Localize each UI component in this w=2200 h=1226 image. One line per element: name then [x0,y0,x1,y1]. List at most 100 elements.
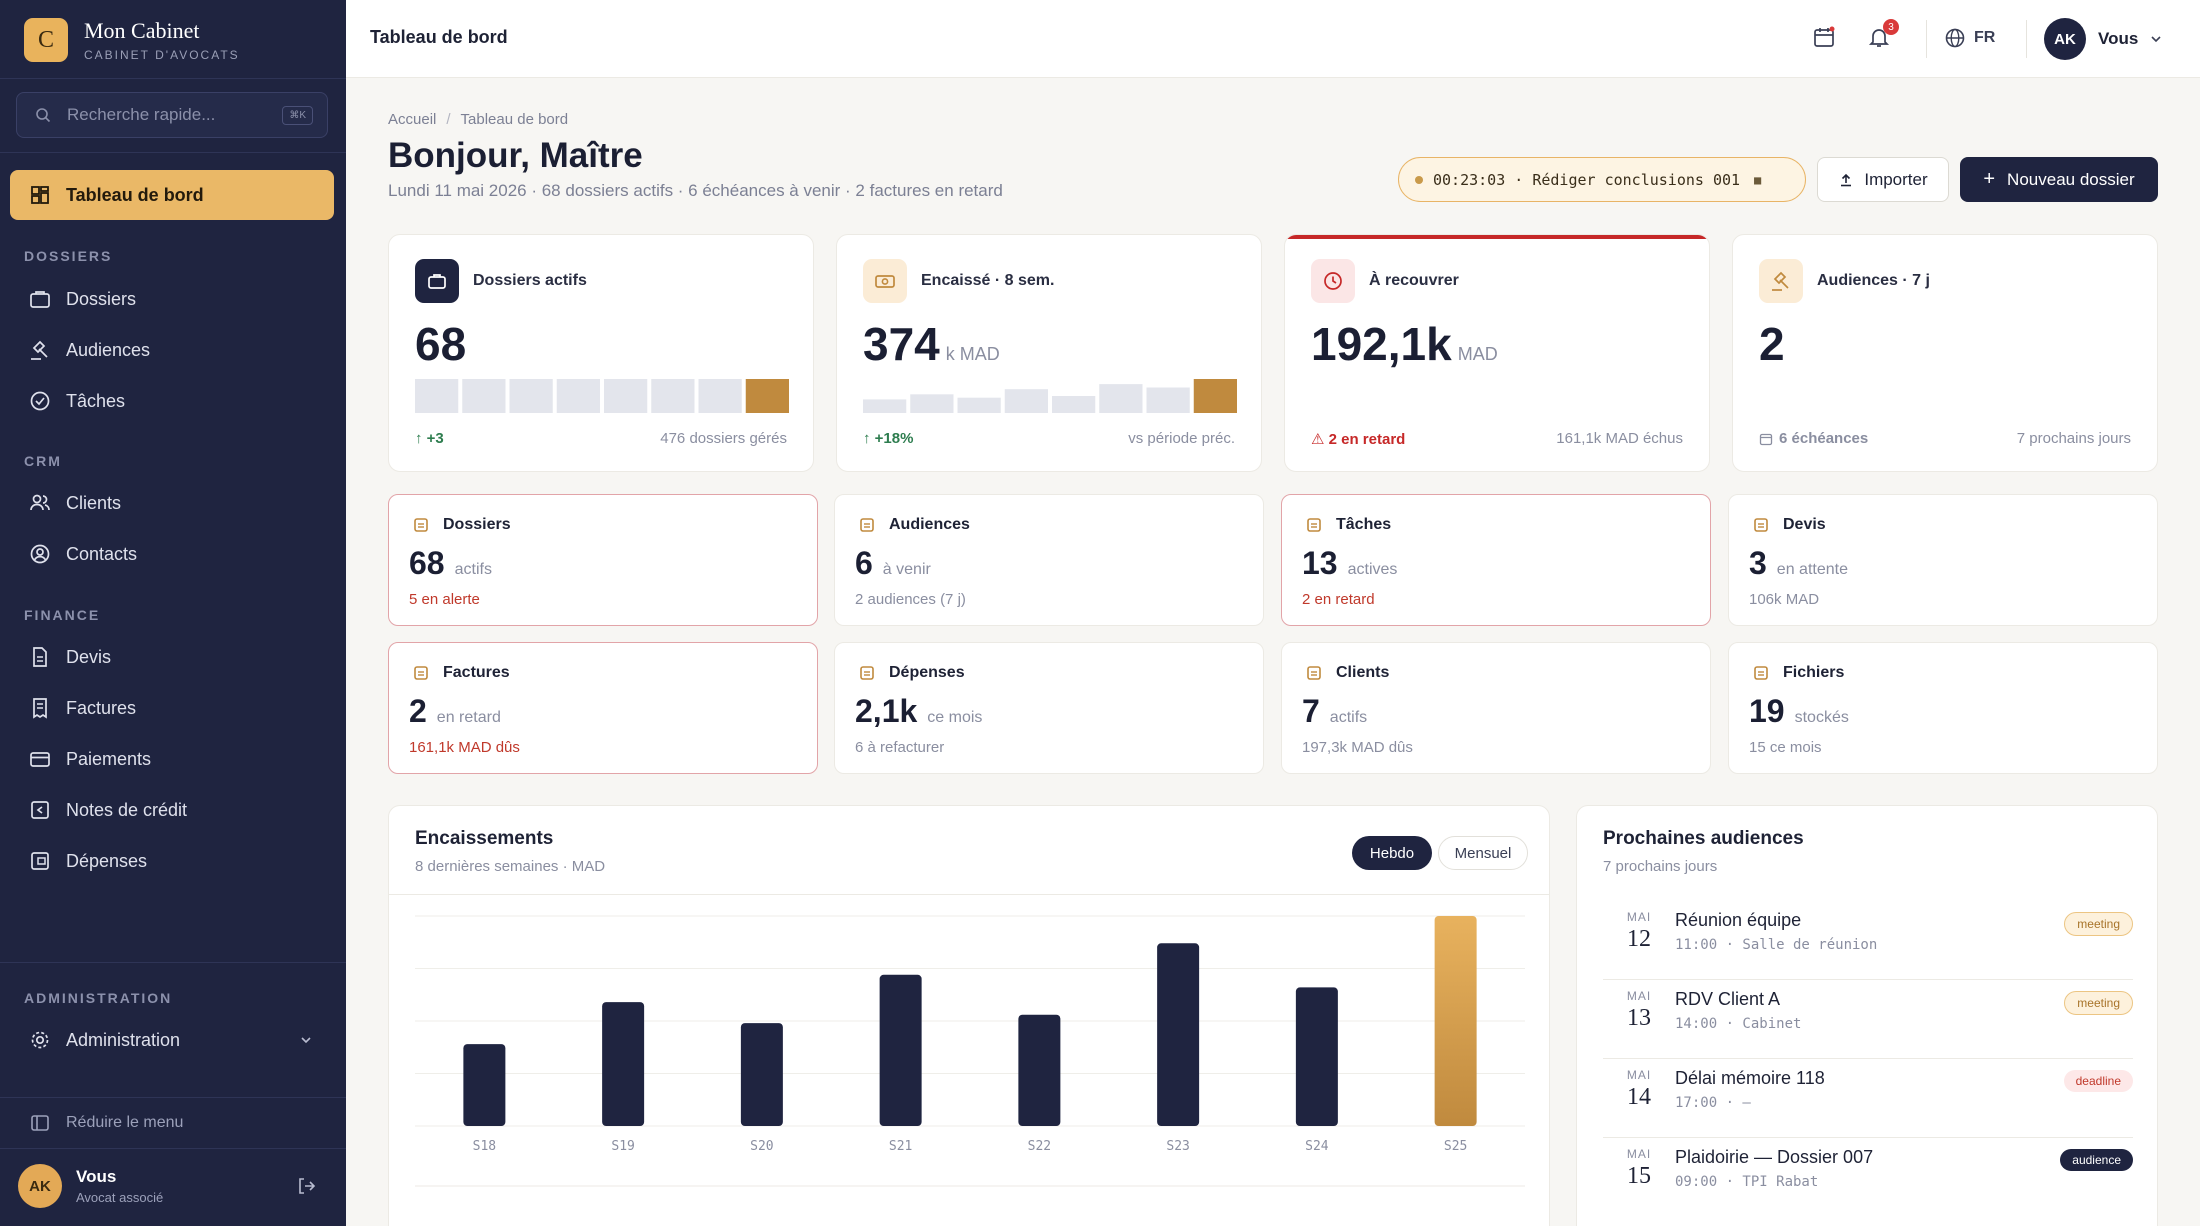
chart-bar[interactable] [463,1044,506,1126]
mini-value: 2,1k [855,693,918,729]
toggle-hebdo[interactable]: Hebdo [1352,836,1432,870]
mini-unit: actives [1347,561,1398,578]
chart-bar[interactable] [1018,1014,1061,1126]
audience-title: RDV Client A [1675,989,1781,1009]
briefcase-icon [415,259,459,303]
kpi-trend: ↑ +18% [863,430,914,447]
chart-bar[interactable] [1434,916,1477,1126]
sparkline-bar [556,379,600,413]
breadcrumb-home[interactable]: Accueil [388,111,437,128]
sidebar-item-administration[interactable]: Administration [28,1025,318,1055]
logout-icon[interactable] [294,1174,318,1198]
mini-card-factures[interactable]: Factures 2 en retard 161,1k MAD dûs [388,642,818,774]
sidebar: C Mon Cabinet CABINET D'AVOCATS Recherch… [0,0,346,1226]
import-button[interactable]: Importer [1817,157,1949,202]
sidebar-item-dossiers[interactable]: Dossiers [28,284,136,314]
kpi-card-dossiers-actifs[interactable]: Dossiers actifs 68 ↑ +3 476 dossiers gér… [388,234,814,472]
sidebar-item-notes-credit[interactable]: Notes de crédit [28,795,187,825]
mini-label: Factures [443,664,510,681]
sidebar-item-devis[interactable]: Devis [28,642,111,672]
chart-tick-label: S23 [1166,1139,1189,1154]
quick-search[interactable]: Recherche rapide... ⌘K [16,92,328,138]
kpi-value: 68 [415,318,467,370]
audience-item[interactable]: MAI 14 Délai mémoire 118 17:00 · — deadline [1603,1060,2133,1138]
sidebar-item-audiences[interactable]: Audiences [28,335,150,365]
audience-tag: audience [2060,1149,2133,1171]
mini-card-devis[interactable]: Devis 3 en attente 106k MAD [1728,494,2158,626]
sparkline-bar [462,379,506,413]
notification-count: 3 [1883,19,1899,35]
kpi-card-encaisse[interactable]: Encaissé · 8 sem. 374 k MAD ↑ +18% vs pér… [836,234,1262,472]
mini-unit: stockés [1794,709,1849,726]
mini-subtext: 161,1k MAD dûs [409,739,520,756]
sidebar-item-contacts[interactable]: Contacts [28,539,137,569]
kpi-value: 374 [863,318,940,370]
sidebar-user[interactable]: AK Vous Avocat associé [18,1164,318,1208]
section-finance: FINANCE [24,607,101,623]
brand[interactable]: C Mon Cabinet CABINET D'AVOCATS [24,18,240,62]
user-menu[interactable]: AK Vous [2044,18,2162,60]
bell-icon[interactable]: 3 [1867,19,1899,54]
mini-card-audiences[interactable]: Audiences 6 à venir 2 audiences (7 j) [834,494,1264,626]
sidebar-item-label: Notes de crédit [66,799,188,820]
divider [0,962,346,963]
mini-card-taches[interactable]: Tâches 13 actives 2 en retard [1281,494,1711,626]
brand-logo: C [24,18,68,62]
chevron-down-icon[interactable] [294,1028,318,1052]
active-timer[interactable]: 00:23:03 · Rédiger conclusions 001 ■ [1398,157,1806,202]
mini-card-depenses[interactable]: Dépenses 2,1k ce mois 6 à refacturer [834,642,1264,774]
audience-day: 13 [1627,1005,1651,1031]
sparkline-bar [698,379,742,413]
toggle-mensuel[interactable]: Mensuel [1438,836,1528,870]
audience-month: MAI [1626,1068,1652,1082]
calendar-icon[interactable] [1812,25,1836,54]
avatar: AK [18,1164,62,1208]
sparkline-bar [651,379,695,413]
globe-icon [1945,28,1965,48]
sidebar-item-label: Contacts [66,543,138,564]
sidebar-item-factures[interactable]: Factures [28,693,136,723]
audiences-panel: Prochaines audiences 7 prochains jours M… [1576,805,2158,1226]
chart-bar[interactable] [740,1023,783,1126]
kpi-card-audiences[interactable]: Audiences · 7 j 2 6 échéances 7 prochain… [1732,234,2158,472]
breadcrumb: Accueil / Tableau de bord [388,111,569,128]
chart-bar[interactable] [1157,943,1200,1126]
divider [2026,20,2027,58]
mini-unit: à venir [882,561,931,578]
mini-card-clients[interactable]: Clients 7 actifs 197,3k MAD dûs [1281,642,1711,774]
audience-item[interactable]: MAI 12 Réunion équipe 11:00 · Salle de réun… [1603,902,2133,980]
mini-card-fichiers[interactable]: Fichiers 19 stockés 15 ce mois [1728,642,2158,774]
gavel-icon [1759,259,1803,303]
audience-item[interactable]: MAI 15 Plaidoirie — Dossier 007 09:00 · TPI… [1603,1139,2133,1217]
sidebar-item-depenses[interactable]: Dépenses [28,846,147,876]
kpi-card-a-recouvrer[interactable]: À recouvrer 192,1k MAD ⚠ 2 en retard 161,… [1284,234,1710,472]
stop-icon[interactable]: ■ [1754,172,1762,187]
mini-label: Fichiers [1783,664,1845,681]
sidebar-item-clients[interactable]: Clients [28,488,121,518]
credit-card-icon [28,747,52,771]
chart-bar[interactable] [602,1002,645,1126]
chevron-down-icon [2151,36,2161,43]
sparkline-bar [509,379,553,413]
mini-label: Dossiers [443,516,511,533]
audience-item[interactable]: MAI 13 RDV Client A 14:00 · Cabinet meeting [1603,981,2133,1059]
sidebar-item-label: Devis [66,646,112,667]
kpi-label: Dossiers actifs [473,272,587,289]
language-selector[interactable]: FR [1944,27,1995,49]
sidebar-item-label: Administration [66,1029,181,1050]
clock-icon [1311,259,1355,303]
users-icon [28,491,52,515]
sidebar-item-paiements[interactable]: Paiements [28,744,151,774]
collapse-menu-button[interactable]: Réduire le menu [28,1108,183,1138]
mini-unit: en retard [436,709,501,726]
sidebar-item-dashboard[interactable]: Tableau de bord [10,170,334,220]
mini-card-dossiers[interactable]: Dossiers 68 actifs 5 en alerte [388,494,818,626]
new-dossier-button[interactable]: + Nouveau dossier [1960,157,2158,202]
gavel-icon [855,513,879,537]
search-input[interactable]: Recherche rapide... [67,105,216,124]
search-icon [31,103,55,127]
sidebar-item-taches[interactable]: Tâches [28,386,125,416]
audience-tag: meeting [2064,912,2133,936]
chart-bar[interactable] [879,974,922,1126]
chart-bar[interactable] [1295,987,1338,1126]
